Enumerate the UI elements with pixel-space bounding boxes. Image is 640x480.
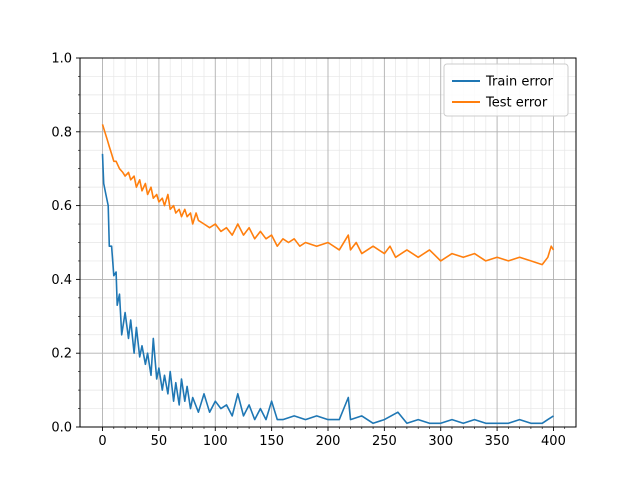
legend-label: Train error — [485, 75, 553, 90]
x-tick-label: 300 — [428, 434, 453, 449]
x-tick-label: 250 — [372, 434, 397, 449]
y-tick-label: 0.4 — [51, 273, 72, 288]
x-tick-label: 200 — [316, 434, 341, 449]
series-line-train-error — [101, 153, 554, 425]
y-tick-label: 0.0 — [51, 421, 72, 436]
x-tick-label: 150 — [259, 434, 284, 449]
x-tick-label: 350 — [485, 434, 510, 449]
legend-label: Test error — [485, 96, 548, 111]
x-tick-label: 50 — [151, 434, 168, 449]
y-tick-label: 1.0 — [51, 52, 72, 67]
series-line-test-error — [101, 124, 555, 266]
y-tick-label: 0.2 — [51, 347, 72, 362]
axis-ticks: 0 50 100 150 200 250 300 350 400 0.0 0.2 0.4 0.6 0.8 1… — [51, 52, 566, 450]
series-layer — [101, 124, 555, 425]
y-tick-label: 0.6 — [51, 199, 72, 214]
y-tick-label: 0.8 — [51, 125, 72, 140]
legend: Train error Test error — [443, 63, 569, 117]
x-tick-label: 100 — [203, 434, 228, 449]
x-tick-label: 0 — [98, 434, 106, 449]
x-tick-label: 400 — [541, 434, 566, 449]
